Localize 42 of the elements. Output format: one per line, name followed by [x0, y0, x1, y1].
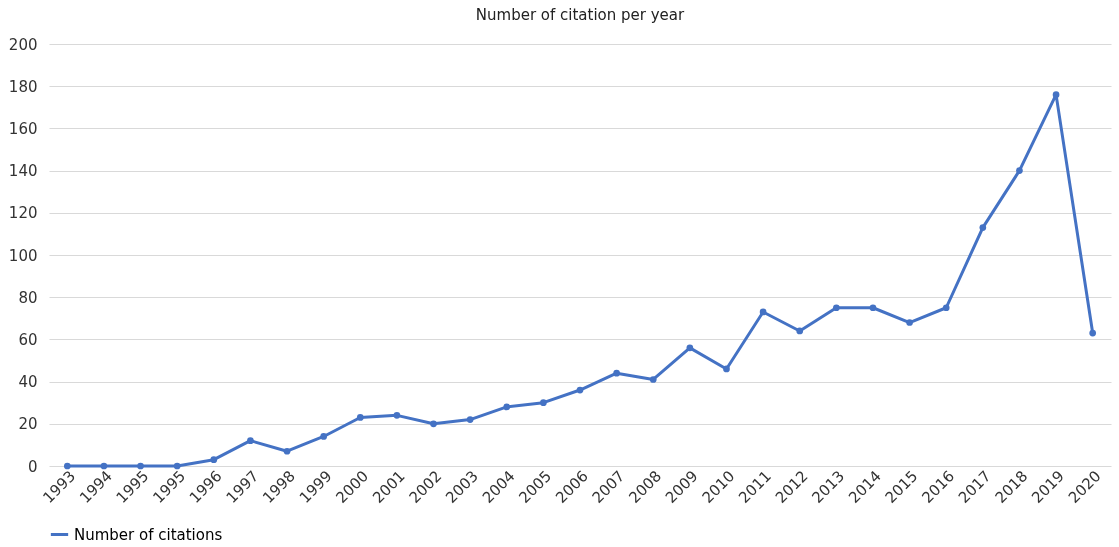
y-tick-label: 40 [18, 373, 38, 392]
point [430, 420, 437, 428]
point [906, 319, 913, 326]
chart-title: Number of citation per year [475, 6, 686, 24]
point [832, 304, 840, 312]
y-tick-label: 180 [8, 77, 38, 96]
point [503, 403, 511, 411]
y-tick-label: 20 [18, 415, 38, 434]
point [210, 456, 218, 464]
legend-label: Number of citations [74, 525, 223, 544]
point [759, 308, 767, 316]
point [979, 224, 987, 231]
y-tick-label: 100 [8, 246, 38, 265]
point [1052, 91, 1060, 98]
point [796, 327, 804, 335]
point [723, 365, 730, 373]
point [100, 462, 108, 470]
point [247, 437, 254, 445]
point [137, 462, 144, 470]
point [613, 369, 620, 377]
point [1089, 329, 1097, 337]
point [283, 447, 291, 455]
y-tick-label: 80 [18, 288, 38, 307]
point [649, 376, 657, 383]
point [942, 304, 950, 312]
y-tick-label: 60 [18, 330, 38, 349]
point [1016, 167, 1023, 174]
y-tick-label: 140 [8, 162, 38, 181]
point [356, 414, 364, 421]
point [869, 304, 877, 312]
point [466, 416, 474, 423]
y-tick-label: 120 [8, 204, 38, 223]
point [540, 399, 547, 407]
point [173, 462, 181, 470]
y-tick-label: 0 [27, 457, 38, 476]
y-tick-label: 200 [8, 35, 38, 54]
point [320, 433, 328, 440]
point [393, 412, 401, 419]
point [576, 386, 584, 394]
point [63, 462, 71, 470]
point [686, 344, 694, 352]
y-tick-label: 160 [8, 119, 38, 138]
